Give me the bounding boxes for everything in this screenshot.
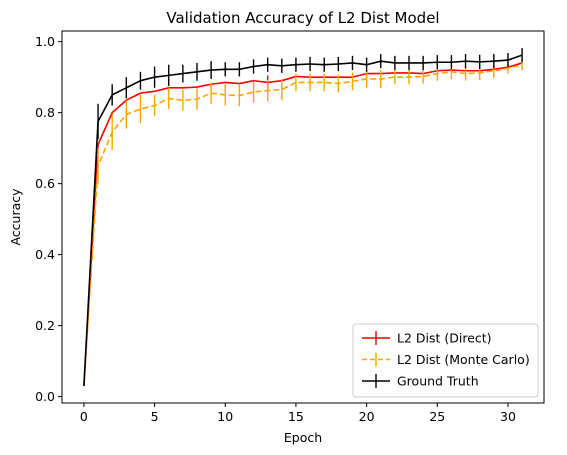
legend-items: L2 Dist (Direct) L2 Dist (Monte Carlo) Gro… bbox=[362, 331, 530, 389]
y-tick-label: 0.6 bbox=[35, 176, 55, 191]
plot-frame bbox=[61, 30, 545, 404]
legend: L2 Dist (Direct) L2 Dist (Monte Carlo) Gro… bbox=[352, 323, 539, 398]
x-axis-label: Epoch bbox=[284, 430, 322, 445]
series-1 bbox=[83, 59, 523, 387]
x-axis: 0 5 10 15 20 25 30 bbox=[80, 403, 516, 424]
x-tick-label: 5 bbox=[151, 409, 159, 424]
x-tick-label: 25 bbox=[429, 409, 445, 424]
x-tick-label: 10 bbox=[217, 409, 233, 424]
y-tick-label: 0.8 bbox=[35, 105, 55, 120]
y-tick-label: 0.4 bbox=[35, 247, 55, 262]
y-axis: 0.0 0.2 0.4 0.6 0.8 1.0 bbox=[35, 34, 62, 404]
series-2 bbox=[83, 48, 523, 387]
legend-frame bbox=[352, 323, 539, 398]
y-tick-label: 0.2 bbox=[35, 318, 55, 333]
x-tick-label: 0 bbox=[80, 409, 88, 424]
y-tick-label: 1.0 bbox=[35, 34, 55, 49]
legend-label: L2 Dist (Monte Carlo) bbox=[397, 352, 530, 367]
x-tick-label: 20 bbox=[359, 409, 375, 424]
y-tick-label: 0.0 bbox=[35, 389, 55, 404]
legend-label: Ground Truth bbox=[397, 374, 479, 389]
series-layer bbox=[83, 48, 523, 387]
x-tick-label: 30 bbox=[500, 409, 516, 424]
y-axis-label: Accuracy bbox=[8, 188, 23, 246]
legend-label: L2 Dist (Direct) bbox=[397, 331, 492, 346]
series-line bbox=[83, 62, 523, 387]
x-tick-label: 15 bbox=[288, 409, 304, 424]
series-line bbox=[83, 63, 523, 387]
series-line bbox=[83, 54, 523, 387]
chart-title: Validation Accuracy of L2 Dist Model bbox=[166, 9, 439, 27]
